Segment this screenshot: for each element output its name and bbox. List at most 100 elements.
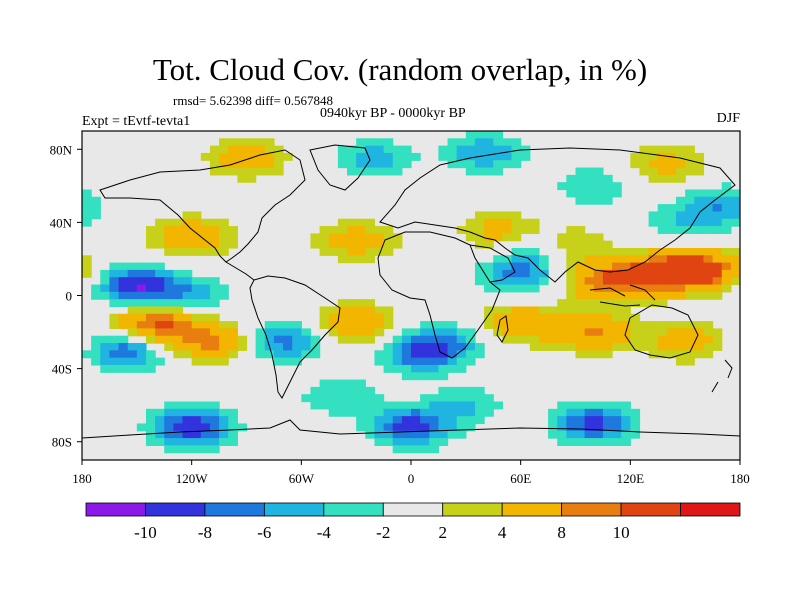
field-cell (666, 262, 677, 271)
field-cell (648, 335, 659, 344)
field-cell (383, 423, 394, 432)
field-cell (648, 174, 659, 183)
coastline-new-zealand (711, 359, 733, 393)
coastlines (82, 144, 740, 439)
field-cell (557, 233, 567, 242)
field-cell (557, 401, 567, 410)
field-cell (502, 306, 513, 315)
field-cell (401, 160, 412, 169)
field-cell (264, 321, 275, 329)
field-cell (685, 152, 695, 161)
field-cell (484, 233, 494, 242)
field-cell (676, 255, 686, 264)
field-cell (219, 240, 229, 249)
field-cell (602, 321, 613, 329)
field-cell (136, 343, 147, 351)
field-cell (548, 343, 558, 351)
field-cell (173, 226, 184, 234)
field-cell (429, 372, 440, 381)
field-cell (730, 262, 740, 271)
field-cell (411, 364, 421, 373)
field-cell (703, 211, 714, 220)
field-cell (91, 343, 101, 351)
field-cell (721, 284, 732, 293)
field-cell (712, 343, 723, 351)
field-cell (566, 291, 577, 300)
field-cell (173, 313, 184, 322)
field-cell (356, 401, 366, 410)
colorbar-segment (263, 502, 325, 517)
field-cell (484, 321, 494, 329)
field-cell (337, 321, 348, 329)
field-cell (374, 357, 385, 366)
field-cell (100, 277, 111, 286)
field-cell (566, 321, 577, 329)
field-cell (209, 247, 220, 256)
field-cell (630, 299, 641, 308)
field-cell (712, 277, 723, 286)
field-cell (712, 255, 723, 264)
field-cell (502, 145, 513, 154)
field-cell (447, 357, 458, 366)
field-cell (328, 233, 339, 242)
field-cell (621, 438, 631, 446)
field-cell (356, 394, 366, 403)
field-cell (374, 350, 385, 359)
field-cell (246, 160, 257, 169)
field-cell (648, 299, 659, 308)
field-cell (319, 306, 330, 315)
field-cell (100, 291, 111, 300)
field-cell (310, 386, 321, 395)
field-cell (273, 328, 284, 337)
field-cell (155, 430, 165, 439)
field-cell (283, 335, 293, 344)
field-cell (502, 262, 513, 271)
field-cell (200, 408, 211, 417)
field-cell (529, 343, 540, 351)
field-cell (712, 211, 723, 220)
field-cell (155, 284, 165, 293)
field-cell (538, 262, 549, 271)
field-cell (191, 357, 202, 366)
field-cell (557, 306, 567, 315)
field-cell (145, 328, 156, 337)
field-cell (429, 438, 440, 446)
field-cell (493, 131, 503, 139)
field-cell (401, 423, 412, 432)
field-cell (145, 350, 156, 359)
field-cell (173, 408, 184, 417)
field-cell (502, 313, 513, 322)
field-cell (145, 299, 156, 308)
field-cell (118, 313, 129, 322)
field-cell (694, 350, 705, 359)
field-cell (182, 269, 193, 278)
field-cell (456, 364, 467, 373)
field-cell (593, 277, 604, 286)
field-cell (91, 350, 101, 359)
field-cell (365, 408, 376, 417)
field-cell (575, 423, 586, 432)
field-cell (694, 167, 705, 176)
field-cell (639, 152, 650, 161)
field-cell (639, 343, 650, 351)
field-cell (575, 438, 586, 446)
field-cell (228, 408, 238, 417)
field-cell (566, 306, 577, 315)
field-cell (721, 182, 732, 191)
field-cell (264, 145, 275, 154)
field-cell (721, 226, 732, 234)
field-cell (219, 423, 229, 432)
field-cell (374, 152, 385, 161)
field-cell (237, 160, 248, 169)
field-cell (548, 335, 558, 344)
field-cell (209, 218, 220, 227)
field-cell (392, 408, 403, 417)
field-cell (337, 328, 348, 337)
field-cell (593, 328, 604, 337)
field-cell (173, 343, 184, 351)
field-cell (429, 401, 440, 410)
field-cell (484, 262, 494, 271)
field-cell (392, 364, 403, 373)
field-cell (474, 233, 485, 242)
field-cell (676, 291, 686, 300)
